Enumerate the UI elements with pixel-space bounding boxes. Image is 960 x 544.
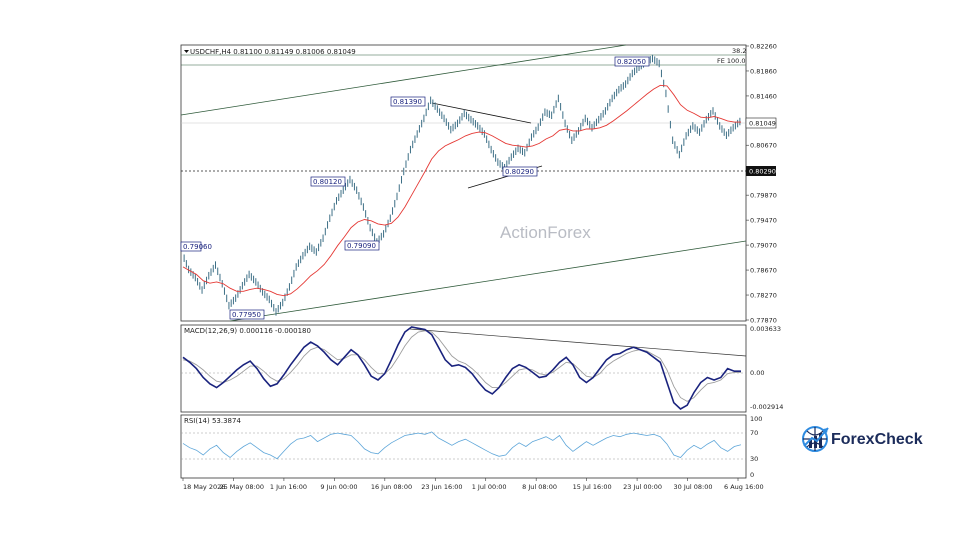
macd-tick-bottom: -0.002914 xyxy=(750,403,783,411)
price-tick-label: 0.81860 xyxy=(750,67,777,75)
macd-tick-top: 0.003633 xyxy=(750,325,781,333)
time-tick-label: 16 Jun 08:00 xyxy=(371,483,412,491)
price-tick-label: 0.79070 xyxy=(750,242,777,250)
price-label-4: 0.81390 xyxy=(390,96,426,107)
globe-chart-icon xyxy=(802,426,829,452)
symbol-header: USDCHF,H4 0.81100 0.81149 0.81006 0.8104… xyxy=(190,48,356,56)
forexcheck-logo: ForexCheck xyxy=(802,426,923,452)
brand-name: ForexCheck xyxy=(831,431,923,448)
time-tick-label: 8 Jul 08:00 xyxy=(522,483,557,491)
price-tick-label: 0.78670 xyxy=(750,267,777,275)
macd-signal-line xyxy=(182,330,741,402)
rsi-panel: RSI(14) 53.3874 100 70 30 0 xyxy=(180,414,762,479)
fib-38-label: 38.2 xyxy=(732,47,746,55)
svg-text:0.82050: 0.82050 xyxy=(617,58,646,66)
svg-text:0.79090: 0.79090 xyxy=(347,242,376,250)
time-tick-label: 30 Jul 08:00 xyxy=(674,483,713,491)
triangle-upper-line xyxy=(431,102,532,124)
time-tick-label: 23 Jun 16:00 xyxy=(421,483,462,491)
price-tick-label: 0.77870 xyxy=(750,317,777,325)
macd-tick-zero: 0.00 xyxy=(750,369,764,377)
price-label-3: 0.79090 xyxy=(344,240,380,251)
macd-line xyxy=(182,326,741,410)
rsi-line xyxy=(182,431,742,460)
svg-text:0.80290: 0.80290 xyxy=(749,168,776,176)
svg-text:0.81390: 0.81390 xyxy=(393,98,422,106)
price-axis: 0.82260 0.81860 0.81460 0.80670 0.79870 0.794… xyxy=(746,43,777,325)
rsi-label: RSI(14) 53.3874 xyxy=(184,417,241,425)
price-tick-label: 0.78270 xyxy=(750,292,777,300)
macd-label: MACD(12,26,9) 0.000116 -0.000180 xyxy=(184,327,311,335)
price-tick-label: 0.81460 xyxy=(750,92,777,100)
time-tick-label: 1 Jul 00:00 xyxy=(472,483,507,491)
price-label-0: 0.79060 xyxy=(180,241,212,252)
time-tick-label: 9 Jun 00:00 xyxy=(320,483,357,491)
price-tick-label: 0.80670 xyxy=(750,142,777,150)
rsi-tick-100: 100 xyxy=(750,415,762,423)
macd-panel: MACD(12,26,9) 0.000116 -0.000180 0.00363… xyxy=(180,324,783,413)
price-panel: ActionForex 38.2 FE 100.0 USDCHF,H4 0.81… xyxy=(180,43,777,325)
rsi-tick-0: 0 xyxy=(750,471,754,479)
time-tick-label: 15 Jul 16:00 xyxy=(573,483,612,491)
time-tick-label: 23 Jul 00:00 xyxy=(623,483,662,491)
time-tick-label: 6 Aug 16:00 xyxy=(724,483,764,491)
price-label-5: 0.80290 xyxy=(502,166,538,177)
price-label-1: 0.77950 xyxy=(229,309,265,320)
channel-upper-line xyxy=(180,44,627,116)
candles-series xyxy=(183,54,741,316)
support-price-tag: 0.80290 xyxy=(746,166,776,176)
svg-text:0.81049: 0.81049 xyxy=(749,120,776,128)
svg-text:0.79060: 0.79060 xyxy=(183,243,212,251)
price-label-2: 0.80120 xyxy=(310,176,346,187)
channel-lower-line xyxy=(229,240,747,322)
price-tick-label: 0.82260 xyxy=(750,43,777,51)
svg-text:0.80120: 0.80120 xyxy=(313,178,342,186)
rsi-tick-70: 70 xyxy=(750,429,758,437)
macd-divergence-line xyxy=(409,328,747,357)
chart-watermark: ActionForex xyxy=(500,223,591,242)
time-tick-label: 18 May 2026 xyxy=(183,483,225,491)
svg-text:0.77950: 0.77950 xyxy=(232,311,261,319)
svg-text:0.80290: 0.80290 xyxy=(505,168,534,176)
moving-average-line xyxy=(182,84,741,297)
rsi-tick-30: 30 xyxy=(750,455,758,463)
time-tick-label: 1 Jun 16:00 xyxy=(270,483,307,491)
current-price-tag: 0.81049 xyxy=(745,117,777,129)
price-tick-label: 0.79870 xyxy=(750,192,777,200)
collapse-triangle-icon[interactable] xyxy=(184,50,189,53)
price-label-6: 0.82050 xyxy=(614,56,650,67)
price-tick-label: 0.79470 xyxy=(750,217,777,225)
time-tick-label: 25 May 08:00 xyxy=(219,483,264,491)
fib-fe100-label: FE 100.0 xyxy=(717,57,746,65)
